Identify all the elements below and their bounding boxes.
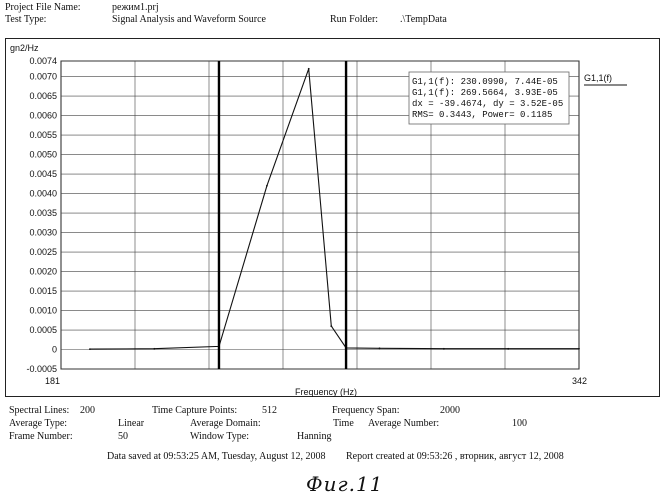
capture-points-value: 512 xyxy=(262,405,277,416)
x-tick-label-max: 342 xyxy=(572,376,587,386)
y-tick-label: 0.0035 xyxy=(29,208,57,218)
average-domain-label: Average Domain: xyxy=(190,418,261,429)
capture-points-label: Time Capture Points: xyxy=(152,405,237,416)
y-tick-label: 0 xyxy=(52,345,57,355)
data-point xyxy=(578,348,580,350)
x-tick-label-min: 181 xyxy=(45,376,60,386)
average-number-label: Average Number: xyxy=(368,418,439,429)
frame-number-value: 50 xyxy=(118,431,128,442)
y-tick-label: -0.0005 xyxy=(26,364,57,374)
spectrum-chart: 0.0074 0.0070 0.0065 0.0060 0.0055 0.0050 0.00… xyxy=(6,39,661,398)
spectral-lines-label: Spectral Lines: xyxy=(9,405,69,416)
y-tick-label: 0.0005 xyxy=(29,325,57,335)
y-tick-labels: 0.0074 0.0070 0.0065 0.0060 0.0055 0.0050 0.00… xyxy=(26,56,57,374)
y-tick-label: 0.0050 xyxy=(29,150,57,160)
frequency-span-label: Frequency Span: xyxy=(332,405,400,416)
cursor-readout-line4: RMS= 0.3443, Power= 0.1185 xyxy=(412,110,552,120)
average-number-value: 100 xyxy=(512,418,527,429)
project-file-value: режим1.prj xyxy=(112,2,159,13)
cursor-readout-line1: G1,1(f): 230.0990, 7.44E-05 xyxy=(412,77,558,87)
y-tick-label: 0.0010 xyxy=(29,306,57,316)
average-domain-value: Time xyxy=(333,418,354,429)
legend-series-label: G1,1(f) xyxy=(584,73,612,83)
figure-caption: Фиг.11 xyxy=(306,472,383,496)
y-tick-label: 0.0070 xyxy=(29,72,57,82)
data-point xyxy=(330,325,332,327)
y-tick-label: 0.0060 xyxy=(29,111,57,121)
data-point xyxy=(89,348,91,350)
y-tick-label: 0.0025 xyxy=(29,247,57,257)
cursor-readout-line2: G1,1(f): 269.5664, 3.93E-05 xyxy=(412,88,558,98)
average-type-label: Average Type: xyxy=(9,418,67,429)
cursor-readout-line3: dx = -39.4674, dy = 3.52E-05 xyxy=(412,99,563,109)
spectral-lines-value: 200 xyxy=(80,405,95,416)
y-tick-label: 0.0055 xyxy=(29,130,57,140)
frame-number-label: Frame Number: xyxy=(9,431,73,442)
data-point xyxy=(379,347,381,349)
y-tick-label: 0.0074 xyxy=(29,56,57,66)
test-type-value: Signal Analysis and Waveform Source xyxy=(112,14,266,25)
cursor-readout-box: G1,1(f): 230.0990, 7.44E-05 G1,1(f): 269… xyxy=(409,72,569,124)
chart-panel: 0.0074 0.0070 0.0065 0.0060 0.0055 0.0050 0.00… xyxy=(5,38,660,397)
run-folder-label: Run Folder: xyxy=(330,14,378,25)
y-tick-label: 0.0045 xyxy=(29,169,57,179)
data-point xyxy=(266,185,268,187)
data-point xyxy=(153,348,155,350)
data-point xyxy=(308,68,310,70)
data-saved-text: Data saved at 09:53:25 AM, Tuesday, Augu… xyxy=(107,451,326,462)
cursor-layer xyxy=(219,61,346,369)
y-tick-label: 0.0065 xyxy=(29,91,57,101)
frequency-span-value: 2000 xyxy=(440,405,460,416)
project-file-label: Project File Name: xyxy=(5,2,81,13)
y-tick-label: 0.0020 xyxy=(29,267,57,277)
y-tick-label: 0.0030 xyxy=(29,228,57,238)
window-type-label: Window Type: xyxy=(190,431,249,442)
x-axis-title: Frequency (Hz) xyxy=(295,387,357,397)
y-tick-label: 0.0015 xyxy=(29,286,57,296)
y-tick-label: 0.0040 xyxy=(29,189,57,199)
y-axis-label: gn2/Hz xyxy=(10,43,39,53)
window-type-value: Hanning xyxy=(297,431,331,442)
data-point xyxy=(443,348,445,350)
average-type-value: Linear xyxy=(118,418,144,429)
test-type-label: Test Type: xyxy=(5,14,46,25)
run-folder-value: .\TempData xyxy=(400,14,447,25)
report-created-text: Report created at 09:53:26 , вторник, ав… xyxy=(346,451,564,462)
data-point xyxy=(507,348,509,350)
